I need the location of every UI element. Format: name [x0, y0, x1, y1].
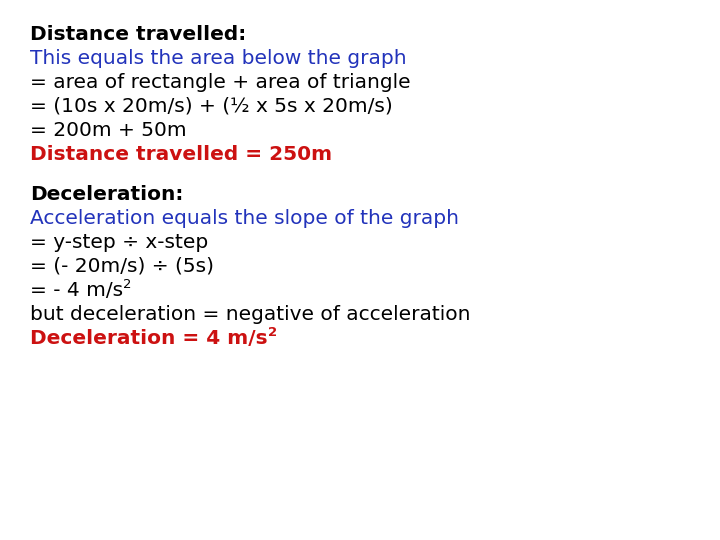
- Text: = area of rectangle + area of triangle: = area of rectangle + area of triangle: [30, 73, 410, 92]
- Text: Distance travelled = 250m: Distance travelled = 250m: [30, 145, 332, 164]
- Text: Deceleration:: Deceleration:: [30, 185, 184, 204]
- Text: = 200m + 50m: = 200m + 50m: [30, 121, 186, 140]
- Text: 2: 2: [268, 326, 276, 339]
- Text: but deceleration = negative of acceleration: but deceleration = negative of accelerat…: [30, 305, 470, 324]
- Text: Acceleration equals the slope of the graph: Acceleration equals the slope of the gra…: [30, 209, 459, 228]
- Text: = (- 20m/s) ÷ (5s): = (- 20m/s) ÷ (5s): [30, 257, 214, 276]
- Text: = y-step ÷ x-step: = y-step ÷ x-step: [30, 233, 208, 252]
- Text: This equals the area below the graph: This equals the area below the graph: [30, 49, 407, 68]
- Text: = (10s x 20m/s) + (½ x 5s x 20m/s): = (10s x 20m/s) + (½ x 5s x 20m/s): [30, 97, 392, 116]
- Text: Distance travelled:: Distance travelled:: [30, 25, 246, 44]
- Text: 2: 2: [123, 278, 132, 291]
- Text: Deceleration = 4 m/s: Deceleration = 4 m/s: [30, 329, 268, 348]
- Text: = - 4 m/s: = - 4 m/s: [30, 281, 123, 300]
